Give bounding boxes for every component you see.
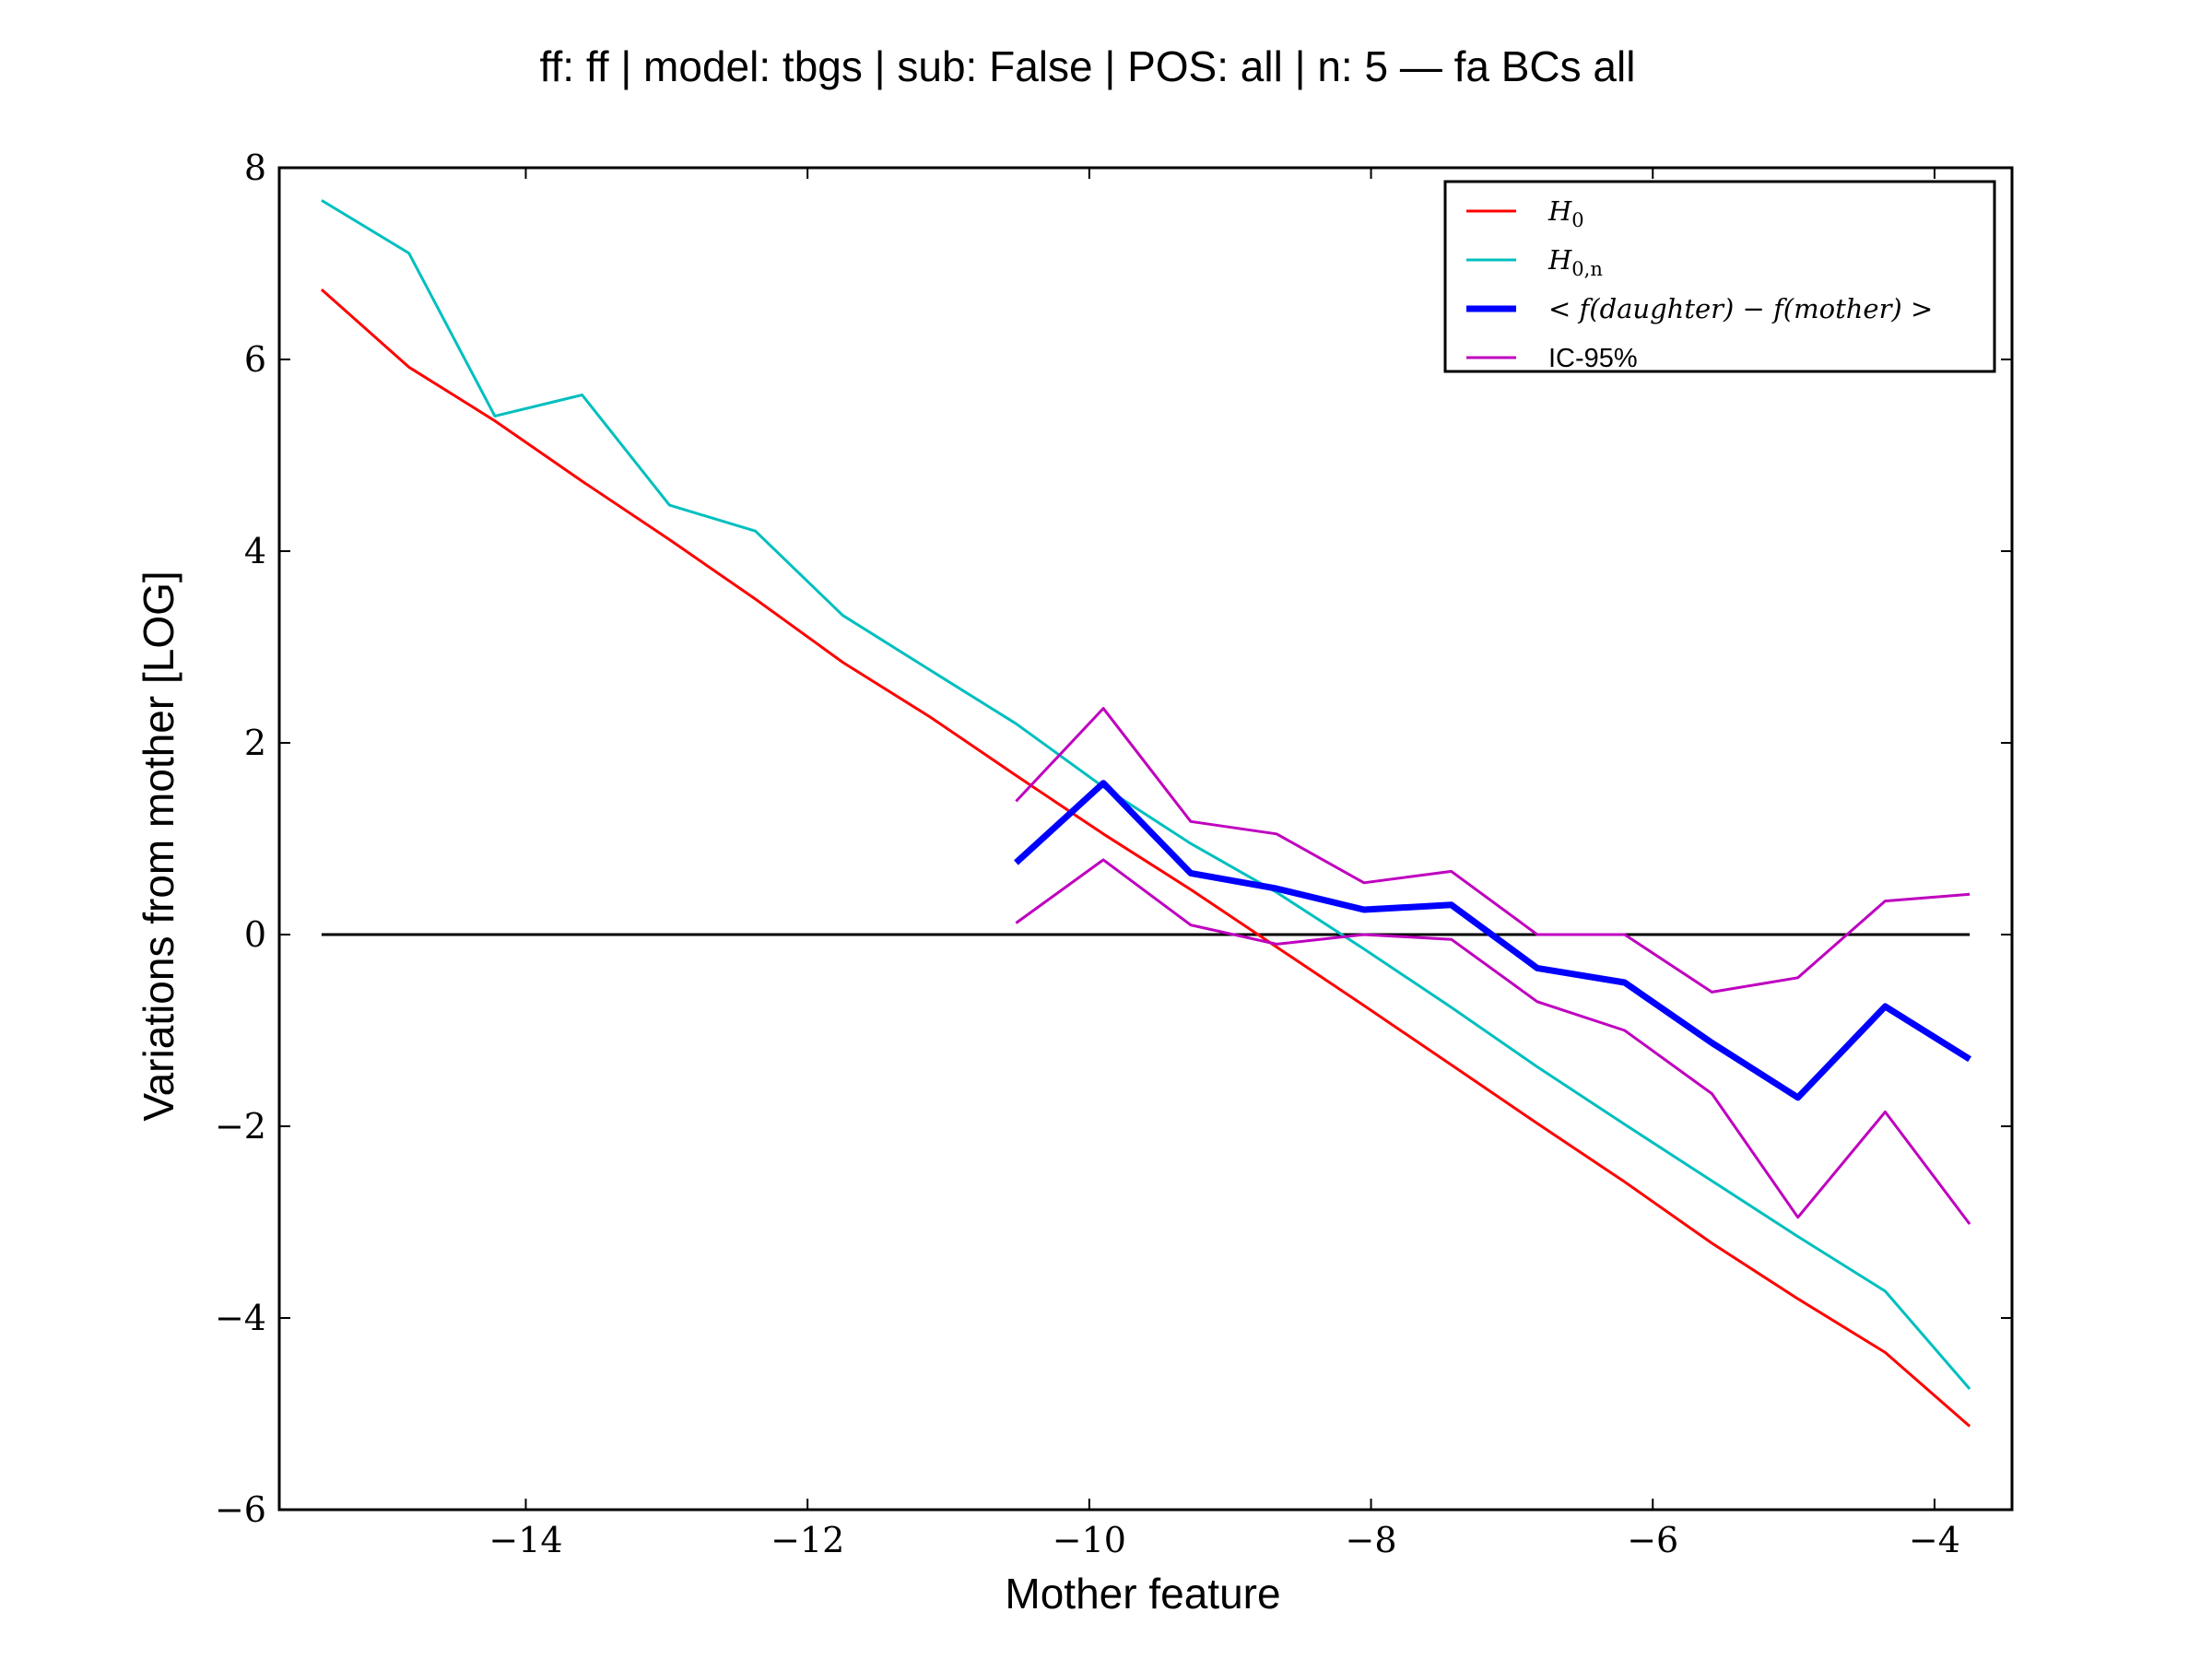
y-tick-label: −2 <box>215 1106 266 1147</box>
y-tick-label: −6 <box>215 1489 266 1530</box>
y-tick-label: 4 <box>244 531 266 571</box>
legend-label-main: H <box>1547 195 1572 227</box>
legend-label-main: H <box>1547 244 1572 276</box>
x-tick-label: −12 <box>771 1520 844 1560</box>
x-tick-label: −4 <box>1909 1520 1960 1560</box>
legend-label: < f(daughter) − f(mother) > <box>1548 293 1933 324</box>
axis-ticks: −14 −12 −10 −8 −6 −4 −6 −4 −2 0 2 4 6 8 <box>215 147 2012 1560</box>
series-line-2 <box>1014 780 1971 1101</box>
legend-label-subscript: 0 <box>1571 209 1583 231</box>
legend-box <box>1443 180 1996 373</box>
legend-label: H0 <box>1547 195 1584 231</box>
chart-title: ff: ff | model: tbgs | sub: False | POS:… <box>540 42 1636 90</box>
y-tick-label: 0 <box>244 914 266 955</box>
x-tick-label: −14 <box>488 1520 562 1560</box>
plot-area <box>277 166 2014 1512</box>
y-tick-label: 8 <box>244 147 266 188</box>
x-tick-label: −6 <box>1627 1520 1678 1560</box>
series-line-0 <box>320 288 1971 1428</box>
series-line-4 <box>1015 858 1971 1226</box>
y-tick-label: 6 <box>244 339 266 380</box>
plot-frame <box>277 166 2014 1512</box>
legend-label: H0,n <box>1547 244 1603 280</box>
x-tick-label: −8 <box>1346 1520 1397 1560</box>
series-line-3 <box>1015 707 1971 994</box>
legend-label: IC-95% <box>1548 344 1638 373</box>
series-line-1 <box>321 199 1971 1390</box>
y-axis-label: Variations from mother [LOG] <box>135 571 182 1121</box>
legend-label-subscript: 0,n <box>1571 258 1603 280</box>
y-tick-label: −4 <box>215 1298 266 1338</box>
y-tick-label: 2 <box>244 723 266 763</box>
x-tick-label: −10 <box>1053 1520 1126 1560</box>
x-axis-label: Mother feature <box>1005 1570 1280 1618</box>
